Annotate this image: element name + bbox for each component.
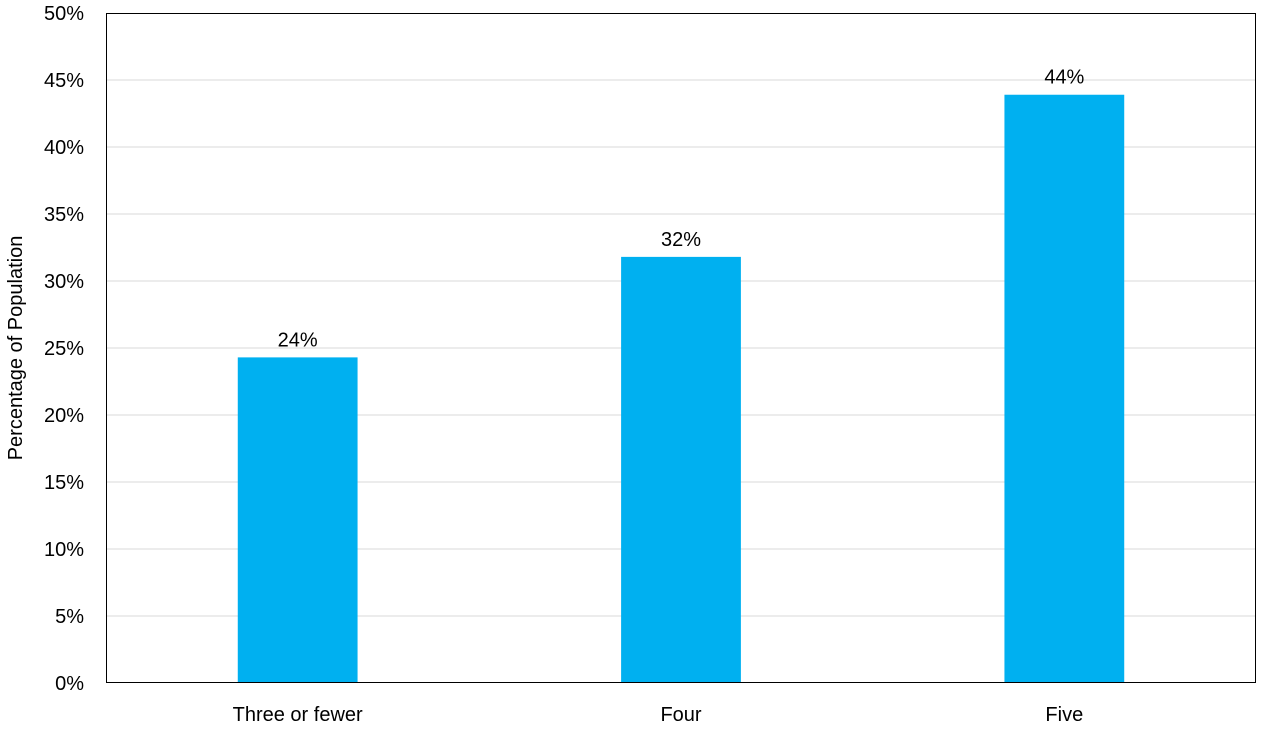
x-category-label: Four bbox=[660, 704, 701, 726]
bar bbox=[237, 357, 358, 683]
x-category-label: Five bbox=[1045, 704, 1083, 726]
bars bbox=[237, 94, 1125, 684]
y-tick-labels: 0% 5% 10% 15% 20% 25% 30% 35% 40% 45% 50% bbox=[44, 3, 84, 695]
y-tick-label: 10% bbox=[44, 539, 84, 561]
y-axis-title: Percentage of Population bbox=[5, 236, 27, 461]
plot-border bbox=[106, 13, 1256, 683]
bar bbox=[621, 256, 741, 683]
y-tick-label: 30% bbox=[44, 271, 84, 293]
y-tick-label: 40% bbox=[44, 137, 84, 159]
y-tick-label: 35% bbox=[44, 204, 84, 226]
y-tick-label: 20% bbox=[44, 405, 84, 427]
data-label: 32% bbox=[661, 229, 701, 251]
data-labels: 24% 32% 44% bbox=[278, 67, 1085, 352]
y-tick-label: 15% bbox=[44, 472, 84, 494]
y-tick-label: 45% bbox=[44, 70, 84, 92]
x-category-labels: Three or fewer Four Five bbox=[233, 704, 1084, 726]
data-label: 24% bbox=[278, 329, 318, 351]
y-tick-label: 50% bbox=[44, 3, 84, 25]
y-tick-label: 25% bbox=[44, 338, 84, 360]
x-category-label: Three or fewer bbox=[233, 704, 363, 726]
data-label: 44% bbox=[1044, 67, 1084, 89]
y-tick-label: 0% bbox=[55, 673, 84, 695]
bar bbox=[1004, 94, 1125, 684]
y-tick-label: 5% bbox=[55, 606, 84, 628]
plot-frame bbox=[106, 13, 1256, 683]
